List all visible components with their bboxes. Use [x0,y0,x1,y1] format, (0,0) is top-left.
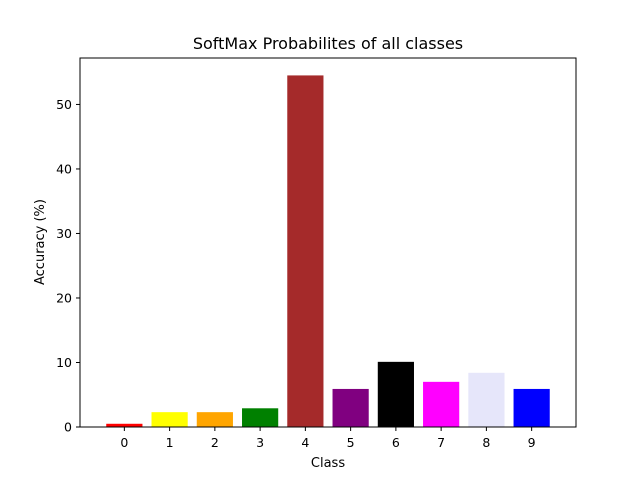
x-tick-label: 6 [392,435,400,450]
bar-class-7 [423,381,460,427]
y-tick-label: 20 [56,290,72,305]
bar-class-5 [332,388,369,427]
bar-class-1 [151,412,188,427]
x-tick-label: 0 [120,435,128,450]
y-axis-ticks: 0 10 20 30 40 50 [56,97,80,435]
bar-class-0 [106,423,143,427]
y-tick-label: 50 [56,97,72,112]
bar-class-2 [196,412,233,427]
plot-frame [79,57,577,428]
x-axis-label: Class [311,456,345,471]
x-tick-label: 2 [211,435,219,450]
bars-layer [106,75,550,427]
bar-class-4 [287,75,324,427]
x-tick-label: 4 [301,435,309,450]
chart-title: SoftMax Probabilites of all classes [193,34,463,53]
bar-class-3 [242,408,279,427]
bar-class-6 [377,361,414,427]
y-tick-label: 40 [56,161,72,176]
y-tick-label: 10 [56,355,72,370]
bar-class-8 [468,372,505,427]
y-tick-label: 30 [56,226,72,241]
x-tick-label: 1 [166,435,174,450]
x-tick-label: 5 [347,435,355,450]
y-tick-label: 0 [64,420,72,435]
x-tick-label: 9 [528,435,536,450]
x-tick-label: 8 [482,435,490,450]
x-tick-label: 7 [437,435,445,450]
bar-class-9 [513,388,550,427]
x-tick-label: 3 [256,435,264,450]
x-axis-ticks: 0 1 2 3 4 5 6 7 8 9 [120,427,536,450]
y-axis-label: Accuracy (%) [33,199,48,285]
